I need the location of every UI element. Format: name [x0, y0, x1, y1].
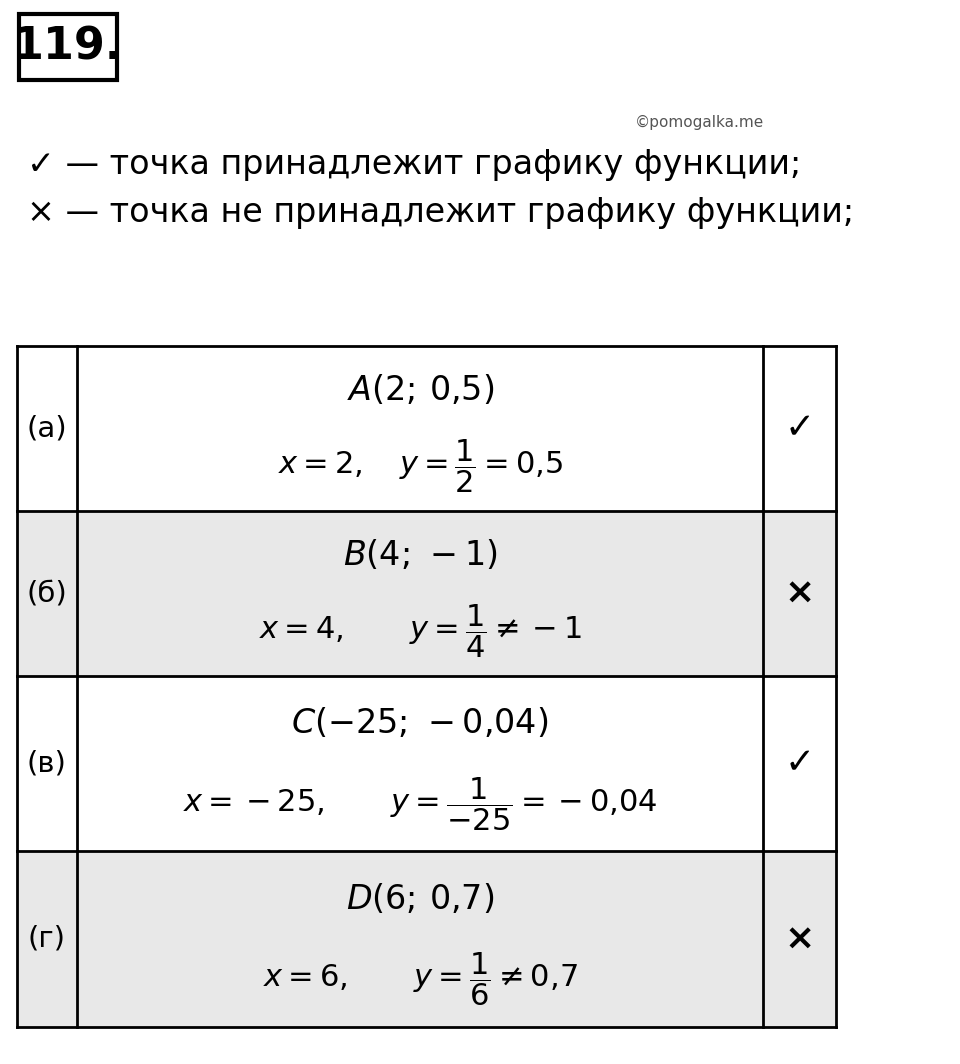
Text: ©pomogalka.me: ©pomogalka.me — [635, 115, 764, 130]
Bar — [17, 346, 836, 511]
Text: $x = -25, \qquad y = \dfrac{1}{-25} = -0{,}04$: $x = -25, \qquad y = \dfrac{1}{-25} = -0… — [183, 775, 658, 832]
FancyBboxPatch shape — [19, 14, 117, 80]
Text: $x = 6, \qquad y = \dfrac{1}{6} \neq 0{,}7$: $x = 6, \qquad y = \dfrac{1}{6} \neq 0{,… — [263, 950, 578, 1008]
Bar — [17, 676, 836, 851]
Text: (б): (б) — [27, 579, 67, 608]
Text: ×: × — [784, 577, 815, 610]
Text: $x = 2, \quad y = \dfrac{1}{2} = 0{,}5$: $x = 2, \quad y = \dfrac{1}{2} = 0{,}5$ — [277, 437, 563, 495]
Bar — [17, 851, 836, 1027]
Text: 119.: 119. — [12, 26, 123, 68]
Text: $B(4;\,-1)$: $B(4;\,-1)$ — [343, 538, 497, 572]
Text: $x = 4, \qquad y = \dfrac{1}{4} \neq -1$: $x = 4, \qquad y = \dfrac{1}{4} \neq -1$ — [258, 602, 582, 660]
Text: × — точка не принадлежит графику функции;: × — точка не принадлежит графику функции… — [27, 196, 854, 230]
Text: ✓: ✓ — [784, 747, 815, 780]
Text: $A(2;\,0{,}5)$: $A(2;\,0{,}5)$ — [347, 373, 493, 408]
Text: ×: × — [784, 922, 815, 955]
Bar — [17, 511, 836, 676]
Text: (в): (в) — [27, 749, 67, 778]
Text: (а): (а) — [27, 414, 67, 443]
Text: $C(-25;\,-0{,}04)$: $C(-25;\,-0{,}04)$ — [292, 706, 549, 741]
Text: $D(6;\,0{,}7)$: $D(6;\,0{,}7)$ — [346, 882, 494, 916]
Text: (г): (г) — [28, 925, 66, 953]
Text: ✓: ✓ — [784, 412, 815, 445]
Text: ✓ — точка принадлежит графику функции;: ✓ — точка принадлежит графику функции; — [27, 148, 802, 182]
